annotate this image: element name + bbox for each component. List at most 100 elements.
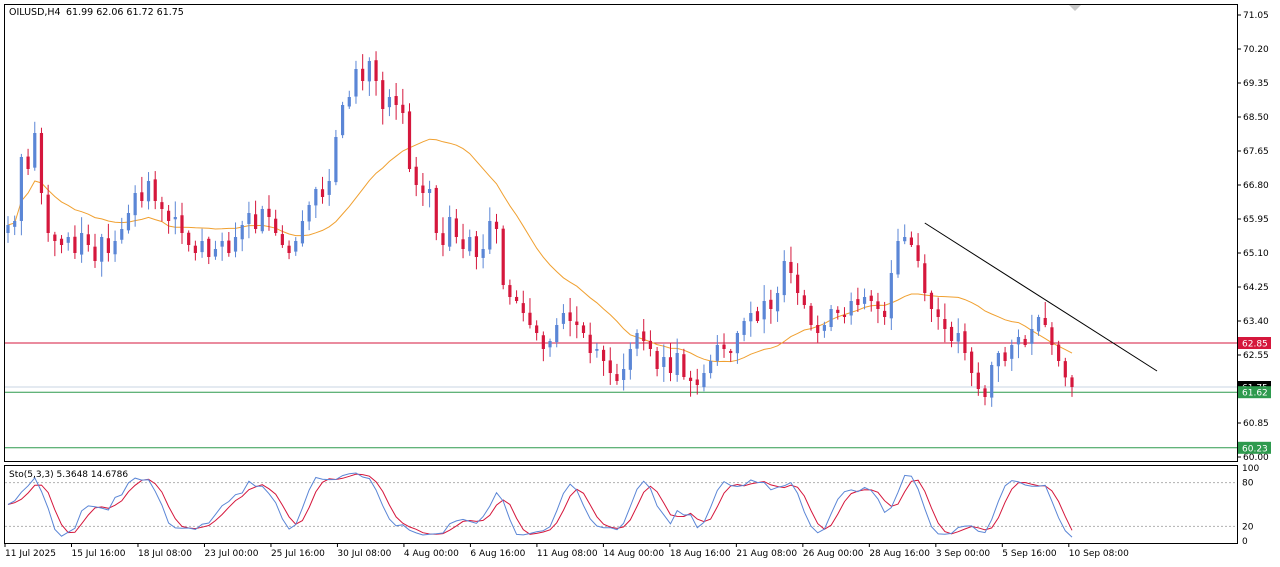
trendline[interactable] [924, 222, 1158, 372]
candle [702, 364, 706, 392]
candle [461, 223, 465, 259]
candle [862, 288, 867, 310]
x-tick-label: 18 Aug 16:00 [670, 549, 731, 559]
candle [374, 51, 378, 96]
candle [320, 176, 325, 204]
candle [253, 200, 258, 234]
x-tick-label: 23 Jul 00:00 [204, 549, 258, 559]
candle [367, 57, 371, 96]
chart-ohlc: 61.99 62.06 61.72 61.75 [66, 7, 184, 18]
candle [709, 354, 713, 379]
candle [648, 330, 653, 357]
price-tag: 60.23 [1238, 441, 1271, 454]
candle [682, 348, 686, 380]
candle [1036, 314, 1041, 336]
candle [327, 168, 331, 206]
candle [608, 347, 612, 385]
candle [903, 224, 907, 245]
candle [782, 250, 786, 303]
candle [294, 237, 298, 256]
y-tick-label: 63.40 [1243, 317, 1269, 327]
candle [488, 207, 492, 254]
candle [796, 263, 800, 305]
price-tag-label: 60.23 [1242, 444, 1268, 454]
indicator-panel-frame [4, 465, 1238, 544]
candle [39, 127, 44, 205]
candle [468, 229, 472, 256]
candle [996, 350, 1000, 382]
candle [548, 338, 552, 357]
y-tick-label: 67.65 [1243, 147, 1269, 157]
candle [53, 231, 57, 257]
candle [755, 306, 760, 324]
candle [387, 89, 392, 117]
sto-scale-label: 20 [1242, 522, 1254, 532]
y-tick-label: 70.20 [1243, 45, 1269, 55]
candle [146, 172, 151, 210]
candle [528, 298, 532, 329]
candle [394, 83, 398, 120]
candle [347, 90, 351, 109]
chart-symbol: OILUSD,H4 [9, 7, 61, 18]
candle [642, 319, 646, 351]
sto-scale-label: 80 [1242, 479, 1254, 489]
candle [280, 225, 284, 248]
candle [628, 342, 632, 380]
candle [267, 195, 271, 231]
x-tick-label: 21 Aug 08:00 [736, 549, 797, 559]
sto-scale-label: 100 [1242, 464, 1259, 474]
candle [340, 101, 345, 139]
candle [575, 306, 579, 339]
candle [381, 71, 385, 125]
candle [180, 202, 184, 244]
candle [1063, 357, 1067, 387]
candle [829, 304, 833, 332]
candle [635, 329, 639, 357]
candle [929, 290, 934, 323]
candle [816, 315, 820, 343]
x-tick-label: 18 Jul 08:00 [138, 549, 192, 559]
candle [414, 156, 418, 197]
candle [307, 201, 311, 231]
price-tag: 61.62 [1238, 386, 1271, 399]
candle [668, 343, 673, 382]
candle [494, 213, 499, 244]
candle [1043, 302, 1047, 328]
candle [13, 215, 17, 236]
y-tick-label: 64.25 [1243, 283, 1269, 293]
candle [695, 368, 699, 395]
y-tick-label: 68.50 [1243, 113, 1269, 123]
candle [113, 230, 117, 262]
candle [923, 254, 927, 302]
candle [167, 204, 171, 234]
candle [535, 320, 539, 341]
candle [73, 225, 77, 259]
candle [809, 303, 813, 331]
main-panel-frame [4, 4, 1238, 462]
candle [434, 185, 438, 241]
candle [514, 290, 519, 304]
candle [956, 318, 960, 354]
sto-main-line [7, 472, 1073, 538]
candle [909, 231, 913, 248]
candle [688, 370, 693, 397]
candle [749, 301, 753, 337]
candle [561, 304, 566, 330]
y-tick-label: 71.05 [1243, 11, 1269, 21]
candle [1010, 339, 1014, 371]
candle [80, 217, 84, 263]
sto-label: Sto(5,3,3) 5.3648 14.6786 [9, 470, 128, 480]
candle [133, 185, 137, 227]
candle [1057, 340, 1061, 367]
candle [213, 240, 218, 260]
candle [247, 201, 251, 239]
candle [715, 335, 719, 366]
candle [722, 333, 726, 358]
candle [120, 217, 124, 244]
x-tick-label: 26 Aug 00:00 [803, 549, 864, 559]
candle [1023, 335, 1027, 348]
x-tick-label: 6 Aug 16:00 [470, 549, 525, 559]
candle [1030, 314, 1034, 355]
candle [421, 173, 425, 206]
